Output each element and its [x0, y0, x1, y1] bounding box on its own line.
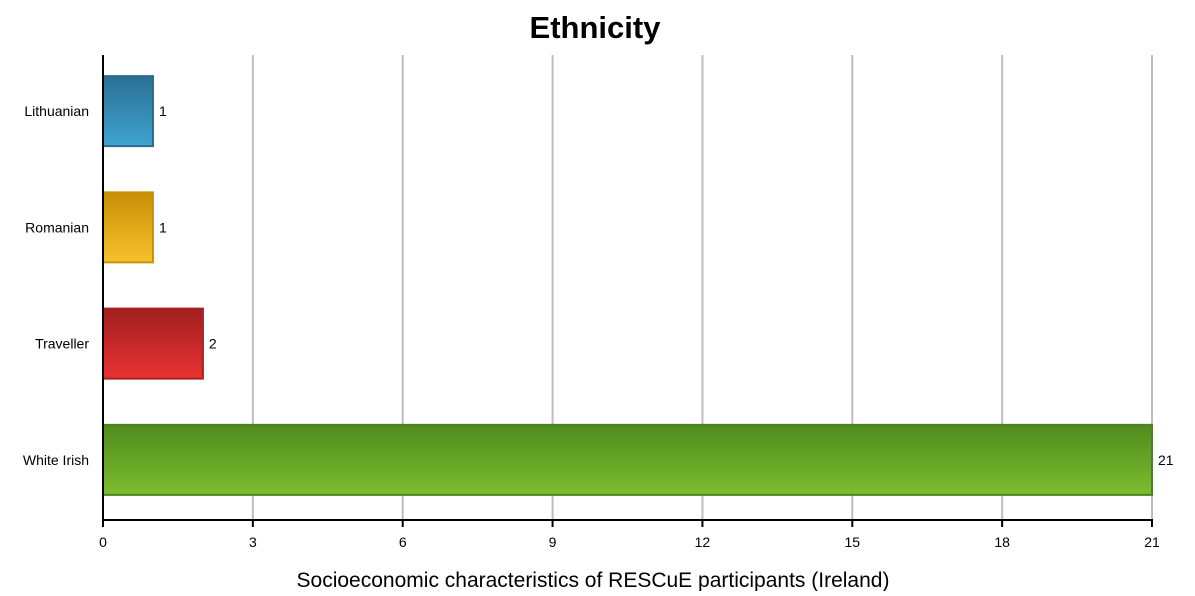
- bar-romanian: [102, 191, 154, 264]
- category-label: Traveller: [35, 336, 89, 352]
- x-tick-label: 0: [99, 534, 107, 550]
- x-tick-label: 3: [249, 534, 257, 550]
- data-labels: 1 1 2 21: [159, 103, 1174, 468]
- data-label: 1: [159, 103, 167, 119]
- data-label: 2: [209, 336, 217, 352]
- data-label: 21: [1158, 452, 1174, 468]
- x-tick-labels: 0 3 6 9 12 15 18 21: [99, 534, 1160, 550]
- x-tick-label: 9: [549, 534, 557, 550]
- data-label: 1: [159, 219, 167, 235]
- x-tick-label: 6: [399, 534, 407, 550]
- category-label: Lithuanian: [24, 103, 89, 119]
- x-tick-label: 15: [844, 534, 860, 550]
- chart-title: Ethnicity: [530, 10, 662, 45]
- axes: [102, 55, 1153, 527]
- category-label: White Irish: [23, 452, 89, 468]
- bars: [102, 75, 1153, 496]
- x-tick-label: 21: [1144, 534, 1160, 550]
- gridlines: [251, 55, 1153, 520]
- bar-lithuanian: [102, 75, 154, 148]
- category-label: Romanian: [25, 219, 89, 235]
- x-tick-label: 12: [695, 534, 711, 550]
- bar-traveller: [102, 307, 204, 380]
- bar-white-irish: [102, 423, 1153, 496]
- x-axis-label: Socioeconomic characteristics of RESCuE …: [297, 569, 890, 591]
- category-labels: Lithuanian Romanian Traveller White Irish: [23, 103, 89, 468]
- x-tick-label: 18: [994, 534, 1010, 550]
